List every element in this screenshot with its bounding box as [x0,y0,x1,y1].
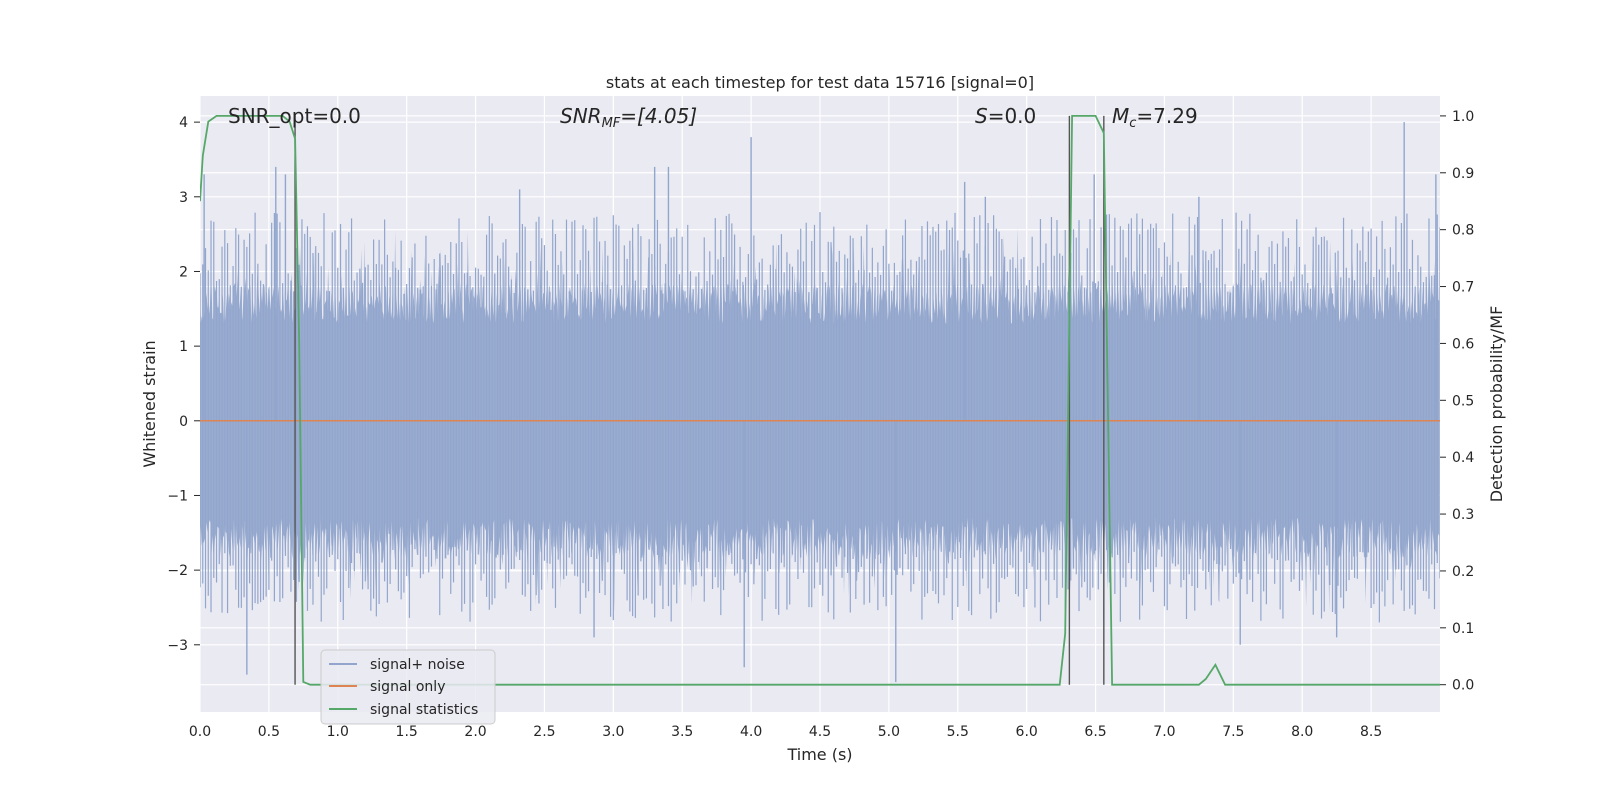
y-tick-label: 4 [179,115,188,131]
y-tick-label: 0 [179,414,188,430]
legend-label-signal-only: signal only [370,679,445,695]
annotation-mc-main: M [1112,104,1129,128]
y2-tick-label: 0.3 [1452,507,1474,523]
annotation-snr-mf-sub: MF [602,116,621,131]
annotation-mc: Mc=7.29 [1112,104,1198,131]
x-tick-label: 2.0 [464,724,486,740]
event-vertical-lines [294,115,1105,685]
x-tick-label: 2.5 [533,724,555,740]
x-tick-label: 5.0 [878,724,900,740]
annotation-s-main: S [975,104,988,128]
x-tick-label: 6.0 [1016,724,1038,740]
y-tick-label: −1 [167,488,188,504]
legend: signal+ noise signal only signal statist… [320,649,496,725]
y2-axis-label: Detection probability/MF [1487,306,1506,503]
y-axis-label: Whitened strain [140,340,159,467]
annotation-snr-mf: SNRMF=[4.05] [560,104,697,131]
x-tick-label: 7.0 [1153,724,1175,740]
signal-statistics-series [200,115,1440,686]
y2-tick-label: 0.5 [1452,393,1474,409]
y-tick-label: −2 [167,563,188,579]
y-tick-label: 3 [179,190,188,206]
x-tick-label: 4.0 [740,724,762,740]
annotation-snr-opt: SNR_opt=0.0 [228,104,361,128]
y2-tick-label: 0.2 [1452,564,1474,580]
y-axis-ticks: −3 −2 −1 0 1 2 3 4 [167,115,200,654]
x-tick-label: 7.5 [1222,724,1244,740]
annotation-snr-mf-main: SNR [560,104,602,128]
y2-tick-label: 0.9 [1452,166,1474,182]
annotation-mc-value: =7.29 [1136,104,1197,128]
y-tick-label: 2 [179,264,188,280]
y2-tick-label: 0.7 [1452,280,1474,296]
x-tick-label: 5.5 [947,724,969,740]
x-tick-label: 0.5 [258,724,280,740]
annotation-s: S=0.0 [975,104,1036,128]
y2-axis-ticks: 0.0 0.1 0.2 0.3 0.4 0.5 0.6 0.7 0.8 0.9 1.0 [1440,109,1474,694]
x-tick-label: 4.5 [809,724,831,740]
y-tick-label: −3 [167,638,188,654]
annotation-s-value: =0.0 [988,104,1037,128]
x-tick-label: 8.0 [1291,724,1313,740]
legend-label-signal-statistics: signal statistics [370,702,478,718]
legend-label-signal-noise: signal+ noise [370,657,465,673]
y2-tick-label: 0.0 [1452,678,1474,694]
signal-noise-series [200,122,1440,683]
x-tick-label: 1.5 [396,724,418,740]
legend-box [320,649,496,725]
y2-tick-label: 0.1 [1452,621,1474,637]
x-axis-ticks: 0.0 0.5 1.0 1.5 2.0 2.5 3.0 3.5 4.0 4.5 5.0 5.5 6.0 6… [189,724,1382,740]
x-axis-label: Time (s) [786,745,852,764]
y2-tick-label: 0.6 [1452,336,1474,352]
x-tick-label: 6.5 [1084,724,1106,740]
chart-title: stats at each timestep for test data 157… [606,73,1034,92]
x-tick-label: 8.5 [1360,724,1382,740]
y2-tick-label: 0.4 [1452,450,1474,466]
y-tick-label: 1 [179,339,188,355]
x-tick-label: 1.0 [327,724,349,740]
x-tick-label: 3.0 [602,724,624,740]
y2-tick-label: 1.0 [1452,109,1474,125]
x-tick-label: 3.5 [671,724,693,740]
x-tick-label: 0.0 [189,724,211,740]
y2-tick-label: 0.8 [1452,223,1474,239]
annotation-snr-mf-value: =[4.05] [620,104,697,128]
annotation-mc-sub: c [1129,116,1136,131]
